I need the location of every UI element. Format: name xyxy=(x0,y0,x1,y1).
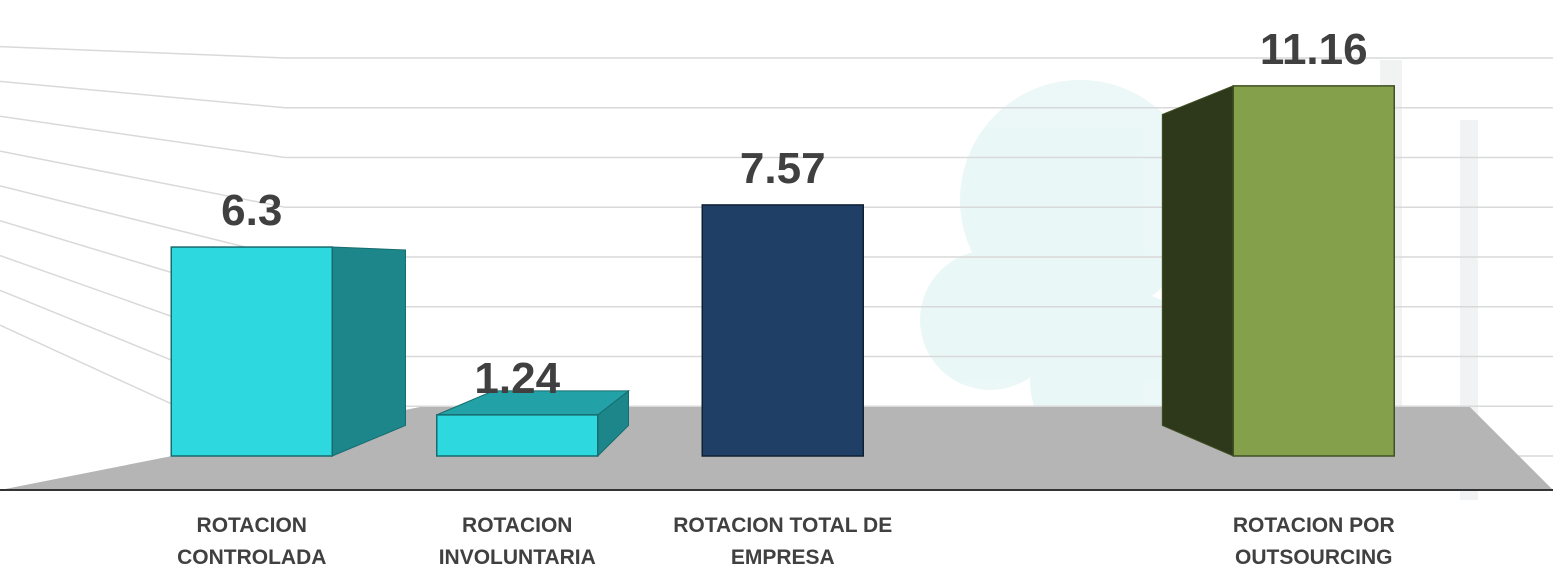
grid-line xyxy=(0,45,1553,59)
bar xyxy=(436,414,599,457)
bar xyxy=(170,246,333,457)
bar-group: 7.57 xyxy=(701,144,864,457)
bar-group: 1.24 xyxy=(436,354,630,458)
bar-group: 6.3 xyxy=(170,186,406,457)
x-tick-label: ROTACION POR OUTSOURCING xyxy=(1233,514,1395,565)
bar-side xyxy=(331,246,406,457)
x-tick-label: ROTACION INVOLUNTARIA xyxy=(439,514,596,565)
value-label: 6.3 xyxy=(221,186,282,235)
grid-line xyxy=(0,80,1553,109)
bar xyxy=(701,204,864,457)
x-tick-label: ROTACION TOTAL DE EMPRESA xyxy=(673,514,892,565)
value-label: 7.57 xyxy=(740,144,826,193)
x-tick-label: ROTACION CONTROLADA xyxy=(177,514,326,565)
bars: ROTACION CONTROLADA 6.3 ROTACION INVOLUNTARI… xyxy=(170,25,1395,565)
grid-line xyxy=(0,115,1553,159)
value-label: 1.24 xyxy=(474,354,560,403)
value-label: 11.16 xyxy=(1260,25,1368,74)
bar-side xyxy=(1161,85,1234,457)
bar xyxy=(1232,85,1395,457)
grid-line xyxy=(0,150,1553,208)
bar-group: 11.16 xyxy=(1161,25,1395,457)
